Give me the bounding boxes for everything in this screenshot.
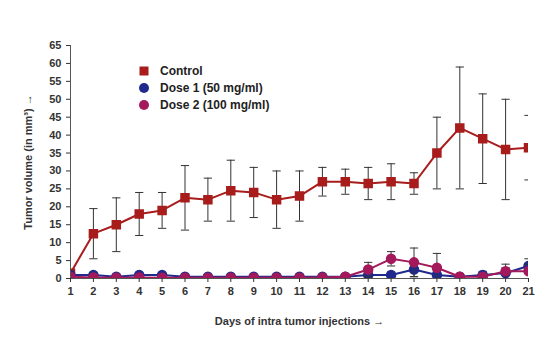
svg-text:50: 50 <box>49 93 61 105</box>
svg-text:15: 15 <box>49 218 61 230</box>
html-text:Control: Control <box>160 63 203 78</box>
svg-text:55: 55 <box>49 75 61 87</box>
svg-text:11: 11 <box>294 285 306 297</box>
svg-text:30: 30 <box>49 164 61 176</box>
svg-text:9: 9 <box>251 285 257 297</box>
svg-text:1: 1 <box>67 285 73 297</box>
html-text:Dose 2 (100 mg/ml): Dose 2 (100 mg/ml) <box>160 97 270 112</box>
svg-text:Tumor volume (in mm³) →: Tumor volume (in mm³) → <box>22 94 34 229</box>
svg-text:14: 14 <box>362 285 375 297</box>
svg-text:19: 19 <box>477 285 489 297</box>
svg-text:16: 16 <box>408 285 420 297</box>
svg-text:10: 10 <box>270 285 282 297</box>
svg-text:18: 18 <box>454 285 466 297</box>
svg-text:7: 7 <box>205 285 211 297</box>
svg-text:21: 21 <box>522 285 534 297</box>
svg-text:15: 15 <box>385 285 397 297</box>
svg-text:8: 8 <box>228 285 234 297</box>
svg-text:25: 25 <box>49 182 61 194</box>
svg-text:35: 35 <box>49 147 61 159</box>
svg-text:12: 12 <box>316 285 328 297</box>
svg-text:60: 60 <box>49 57 61 69</box>
svg-text:0: 0 <box>55 272 61 284</box>
svg-text:17: 17 <box>431 285 443 297</box>
svg-text:Days of intra tumor injections: Days of intra tumor injections → <box>215 315 384 327</box>
svg-text:65: 65 <box>49 39 61 51</box>
svg-text:5: 5 <box>55 254 61 266</box>
svg-text:6: 6 <box>182 285 188 297</box>
svg-text:5: 5 <box>159 285 165 297</box>
svg-text:40: 40 <box>49 129 61 141</box>
html-text:Dose 1 (50 mg/ml): Dose 1 (50 mg/ml) <box>160 80 263 95</box>
svg-text:20: 20 <box>499 285 511 297</box>
html-text:b: b <box>8 2 21 27</box>
svg-text:10: 10 <box>49 236 61 248</box>
svg-text:2: 2 <box>90 285 96 297</box>
svg-text:4: 4 <box>136 285 143 297</box>
svg-text:45: 45 <box>49 111 61 123</box>
svg-text:13: 13 <box>339 285 351 297</box>
svg-text:3: 3 <box>113 285 119 297</box>
svg-text:20: 20 <box>49 200 61 212</box>
